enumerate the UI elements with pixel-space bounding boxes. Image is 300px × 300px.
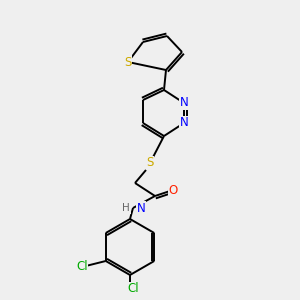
Text: S: S	[124, 56, 132, 68]
Text: Cl: Cl	[76, 260, 88, 272]
Text: Cl: Cl	[127, 283, 139, 296]
Text: N: N	[137, 202, 146, 214]
Text: O: O	[168, 184, 178, 196]
Text: S: S	[146, 157, 154, 169]
Text: H: H	[122, 203, 130, 213]
Text: N: N	[180, 116, 188, 130]
Text: N: N	[180, 97, 188, 110]
